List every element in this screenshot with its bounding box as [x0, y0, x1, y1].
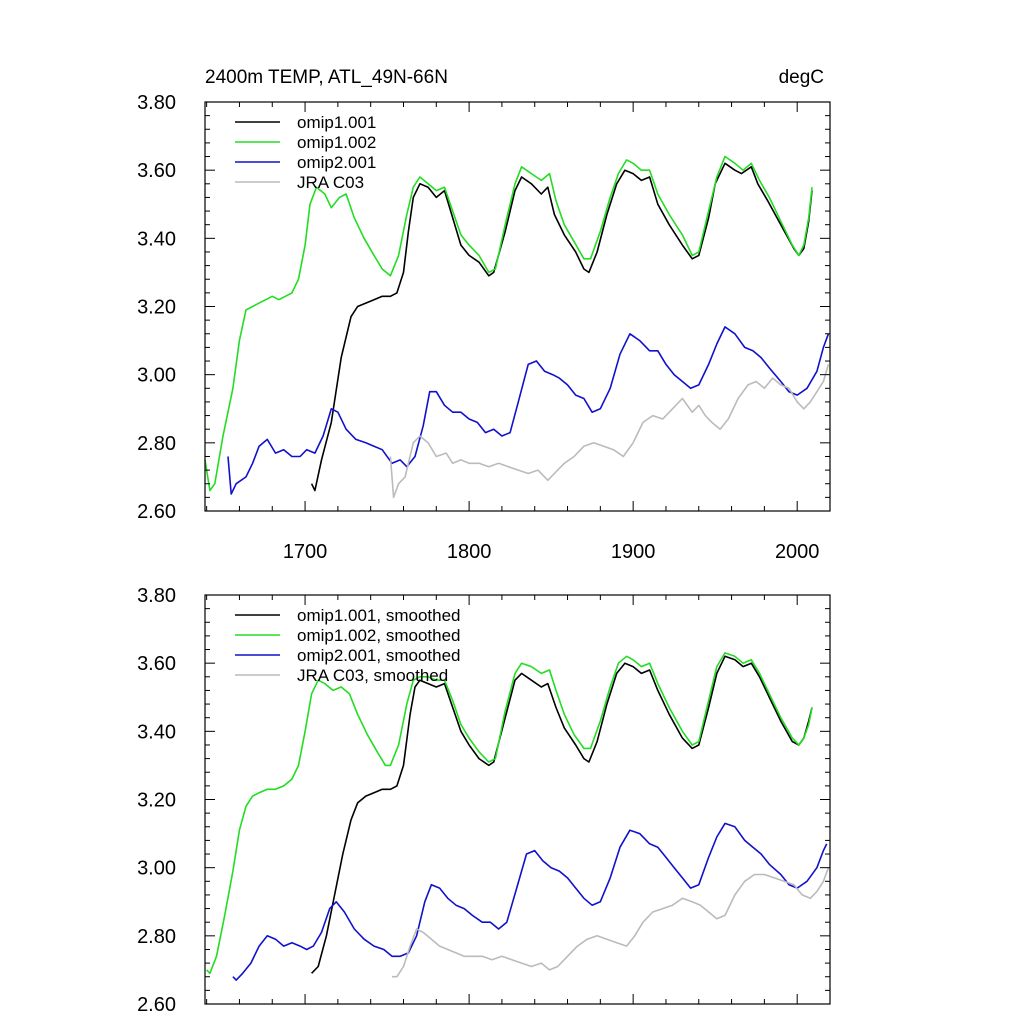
y-tick-label: 3.60 [137, 653, 176, 675]
legend-label: omip1.002 [297, 133, 376, 152]
y-tick-label: 2.80 [137, 926, 176, 948]
legend-label: omip1.002, smoothed [297, 626, 461, 645]
x-tick-label: 2000 [775, 541, 820, 563]
y-tick-label: 3.40 [137, 721, 176, 743]
y-tick-label: 2.60 [137, 501, 176, 523]
y-tick-label: 3.80 [137, 585, 176, 607]
x-tick-label: 1700 [283, 541, 328, 563]
series-line-2-4 [392, 867, 830, 978]
y-tick-label: 3.60 [137, 160, 176, 182]
legend-label: omip2.001 [297, 153, 376, 172]
series-line-2-1 [311, 655, 813, 974]
chart-units: degC [779, 67, 824, 88]
legend-label: JRA C03, smoothed [297, 666, 448, 685]
chart-panel-1: 1700 1800 1900 2000 2.60 2.80 3.00 3.20 3.40 3.60… [137, 67, 831, 563]
legend-label: omip1.001 [297, 113, 376, 132]
series-line-1-1 [310, 162, 813, 492]
y-tick-label: 3.40 [137, 228, 176, 250]
x-tick-label: 1900 [611, 541, 656, 563]
chart-title: 2400m TEMP, ATL_49N-66N [205, 67, 448, 88]
series-line-2-2 [206, 652, 813, 975]
series-line-1-3 [227, 326, 830, 495]
y-tick-label: 2.80 [137, 433, 176, 455]
x-tick-label: 1800 [447, 541, 492, 563]
chart-panel-2: 2.60 2.80 3.00 3.20 3.40 3.60 3.80 omip1.001, s… [137, 585, 831, 1016]
series-line-2-3 [232, 822, 828, 981]
y-tick-label: 3.00 [137, 858, 176, 880]
legend-label: omip2.001, smoothed [297, 646, 461, 665]
series-line-1-2 [204, 155, 813, 492]
legend-label: omip1.001, smoothed [297, 606, 461, 625]
y-tick-label: 2.60 [137, 994, 176, 1016]
y-tick-label: 3.80 [137, 92, 176, 114]
y-tick-label: 3.20 [137, 297, 176, 319]
series-line-1-4 [389, 364, 830, 499]
y-tick-label: 3.20 [137, 790, 176, 812]
legend-label: JRA C03 [297, 173, 364, 192]
y-tick-label: 3.00 [137, 365, 176, 387]
